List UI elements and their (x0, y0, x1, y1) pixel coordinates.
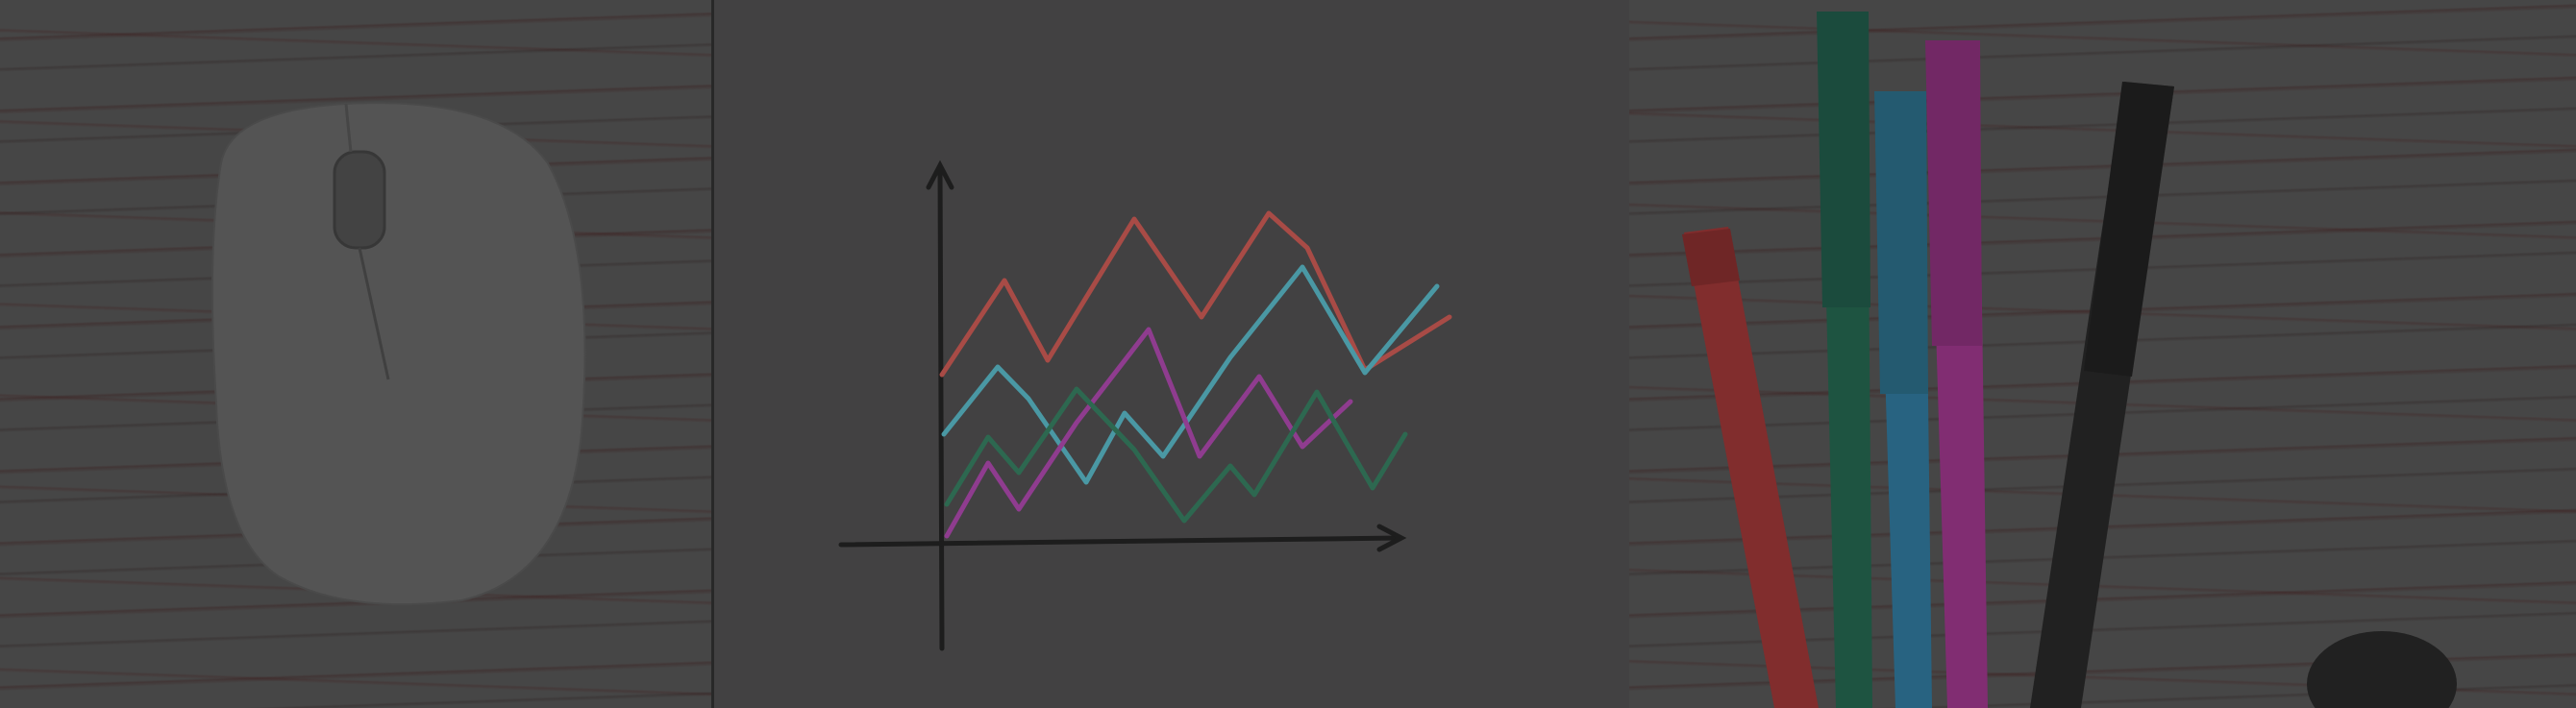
pen-red (1682, 227, 1819, 708)
drawn-line-green (944, 386, 1408, 524)
computer-mouse (211, 102, 586, 606)
drawn-line-purple (944, 327, 1353, 539)
pen-magenta (1925, 40, 1988, 708)
drawn-line-cyan (941, 264, 1440, 485)
drawn-axes (838, 159, 1407, 651)
mouse-cable (344, 103, 353, 153)
mouse-body (211, 102, 586, 606)
pen-blue (1874, 91, 1932, 708)
drawn-chart (838, 159, 1452, 651)
pen-green (1817, 12, 1872, 708)
drawn-line-red (939, 210, 1452, 378)
mouse-button-seam (358, 247, 390, 380)
x-axis-arrow (1376, 524, 1407, 552)
y-axis-line (937, 165, 945, 651)
x-axis-line (838, 535, 1401, 548)
mouse-scroll-wheel (333, 150, 386, 250)
felt-tip-pens (1682, 12, 2457, 708)
paper-sheet (711, 0, 1632, 708)
pen-cap-black (2307, 631, 2457, 708)
pen-black (2030, 82, 2174, 708)
y-axis-arrow (926, 159, 954, 190)
